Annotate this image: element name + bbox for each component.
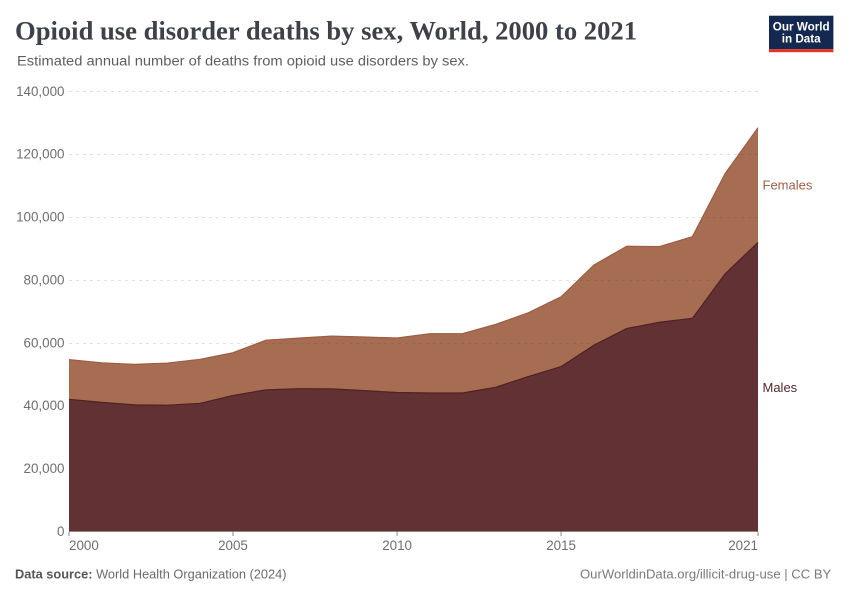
svg-text:Estimated annual number of dea: Estimated annual number of deaths from o… (17, 54, 469, 69)
svg-text:2005: 2005 (218, 538, 248, 553)
svg-text:2015: 2015 (546, 538, 576, 553)
svg-text:100,000: 100,000 (16, 210, 64, 225)
svg-text:2000: 2000 (69, 538, 99, 553)
svg-text:Opioid use disorder deaths by: Opioid use disorder deaths by sex, World… (15, 16, 637, 46)
svg-text:140,000: 140,000 (16, 84, 64, 99)
svg-text:Data source: World Health Orga: Data source: World Health Organization (… (15, 567, 286, 582)
svg-text:Males: Males (763, 380, 798, 395)
svg-text:40,000: 40,000 (24, 398, 65, 413)
svg-text:2010: 2010 (382, 538, 412, 553)
svg-text:80,000: 80,000 (24, 272, 65, 287)
svg-text:2021: 2021 (728, 538, 758, 553)
svg-text:60,000: 60,000 (24, 335, 65, 350)
svg-text:in Data: in Data (782, 32, 821, 45)
svg-text:OurWorldinData.org/illicit-dru: OurWorldinData.org/illicit-drug-use | CC… (580, 567, 832, 582)
svg-text:0: 0 (57, 524, 64, 539)
svg-text:20,000: 20,000 (24, 461, 65, 476)
svg-text:120,000: 120,000 (16, 147, 64, 162)
svg-text:Females: Females (763, 177, 813, 192)
svg-text:Our World: Our World (773, 20, 830, 33)
